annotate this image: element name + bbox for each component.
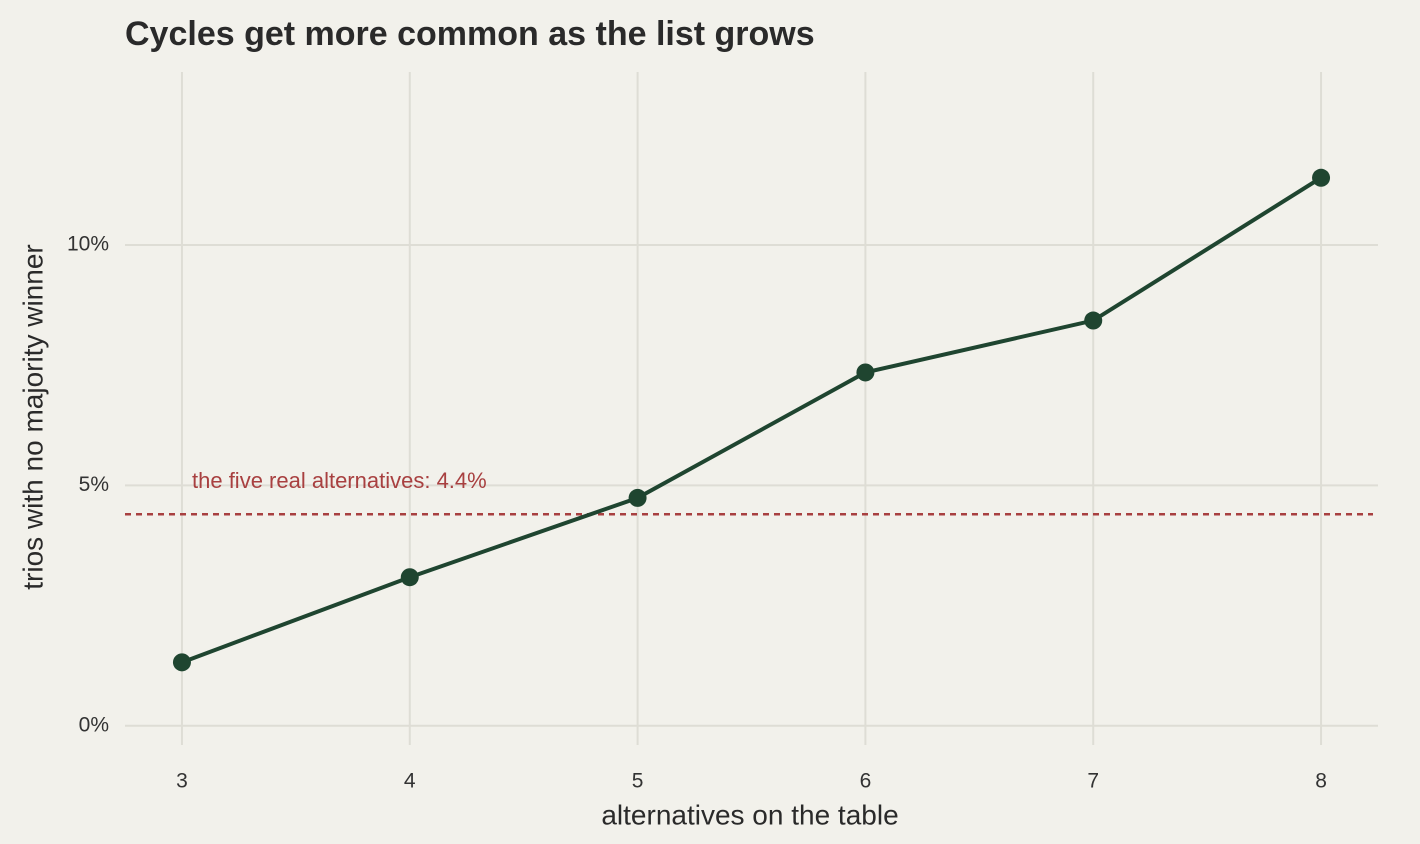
data-point xyxy=(172,653,191,672)
x-tick-label: 6 xyxy=(860,770,872,793)
y-tick-label: 10% xyxy=(67,233,109,256)
y-axis-label: trios with no majority winner xyxy=(17,244,48,589)
data-point xyxy=(1084,311,1103,330)
data-point xyxy=(628,488,647,507)
data-point xyxy=(1312,168,1331,187)
y-tick-label: 5% xyxy=(79,473,109,496)
x-axis-label: alternatives on the table xyxy=(601,799,898,830)
data-point xyxy=(400,568,419,587)
x-tick-label: 7 xyxy=(1087,770,1099,793)
y-tick-label: 0% xyxy=(79,713,109,736)
x-tick-label: 4 xyxy=(404,770,416,793)
x-tick-label: 3 xyxy=(176,770,188,793)
x-tick-label: 5 xyxy=(632,770,644,793)
reference-label: the five real alternatives: 4.4% xyxy=(192,468,487,493)
data-line xyxy=(181,176,1323,665)
data-point xyxy=(856,363,875,382)
x-tick-label: 8 xyxy=(1315,770,1327,793)
chart-title: Cycles get more common as the list grows xyxy=(125,15,815,53)
